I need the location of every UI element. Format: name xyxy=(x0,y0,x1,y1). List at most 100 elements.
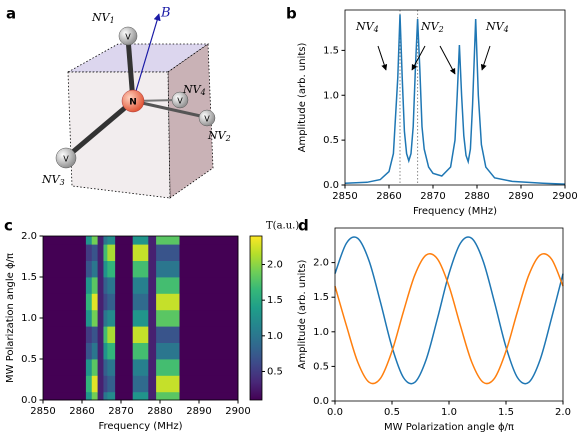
y-tick-label: 0.0 xyxy=(21,395,37,406)
heatmap-cell xyxy=(62,359,87,376)
heatmap-cell xyxy=(103,342,108,360)
heatmap-cell xyxy=(132,309,149,327)
y-tick-label: 0.0 xyxy=(323,180,339,191)
heatmap-cell xyxy=(85,375,93,393)
panel: 0.0 0.5 1.0 1.5 2.0 0.0 0.5 1.0 1.5 2.0 MW Polariz… xyxy=(297,227,571,433)
annotation-arrow xyxy=(480,45,491,71)
y-tick-label: 0.0 xyxy=(313,396,329,407)
heatmap-cell xyxy=(43,244,63,261)
heatmap-cell xyxy=(91,359,98,376)
heatmap-cell xyxy=(43,391,63,401)
x-tick-label: 0.0 xyxy=(327,407,343,418)
heatmap-cell xyxy=(132,375,149,393)
heatmap-cell xyxy=(103,244,108,261)
x-tick-label: 0.5 xyxy=(384,407,400,418)
annotation-sub: 4 xyxy=(503,25,509,34)
heatmap-cell xyxy=(179,359,239,376)
heatmap-cell xyxy=(43,375,63,393)
annotation-arrow xyxy=(411,45,426,71)
nv-sub: 4 xyxy=(200,88,206,97)
x-tick-label: 2890 xyxy=(186,406,211,417)
heatmap-cell xyxy=(132,359,149,376)
heatmap-cell xyxy=(91,236,98,245)
heatmap-cell xyxy=(107,309,116,327)
heatmap-cell xyxy=(97,260,104,278)
nv-label: NV4 xyxy=(182,83,206,97)
y-tick-label: 1.0 xyxy=(323,90,339,101)
heatmap-cell xyxy=(156,326,180,343)
field-label: B xyxy=(160,6,171,21)
heatmap-cell xyxy=(97,391,104,401)
heatmap-cell xyxy=(148,391,157,401)
panel-a-diagram: V V V V N B NV1 NV4 NV2 NV3 xyxy=(41,6,231,199)
nv-sub: 3 xyxy=(60,178,65,187)
heatmap-cell xyxy=(132,326,149,343)
y-tick-label: 1.0 xyxy=(21,313,37,324)
heatmap-cell xyxy=(156,309,180,327)
x-axis-label: MW Polarization angle ϕ/π xyxy=(384,422,514,433)
x-axis-label: Frequency (MHz) xyxy=(98,421,182,432)
heatmap-cell xyxy=(85,244,93,261)
heatmap-cell xyxy=(115,391,134,401)
x-tick-label: 2.0 xyxy=(555,407,571,418)
heatmap-cell xyxy=(91,391,98,401)
heatmap-cell xyxy=(107,244,116,261)
heatmap-cell xyxy=(179,375,239,393)
panel-label: c xyxy=(4,217,13,235)
series-line xyxy=(344,14,566,185)
annotation: NV4 xyxy=(485,20,509,34)
plot-frame xyxy=(334,227,564,402)
panel-label: b xyxy=(286,5,297,23)
heatmap-cell xyxy=(156,244,180,261)
x-tick-label: 1.0 xyxy=(441,407,457,418)
colorbar-title: T(a.u.) xyxy=(266,221,299,232)
heatmap-cell xyxy=(91,326,98,343)
y-axis-label: Amplitude (arb. units) xyxy=(297,260,308,370)
heatmap-cell xyxy=(103,326,108,343)
heatmap-cell xyxy=(91,309,98,327)
nv-label: NV3 xyxy=(41,173,65,187)
y-axis-label: Amplitude (arb. units) xyxy=(297,43,308,153)
x-tick-label: 2860 xyxy=(69,406,94,417)
heatmap-cell xyxy=(115,342,134,360)
heatmap-cell xyxy=(179,244,239,261)
vacancy-label: V xyxy=(204,115,210,124)
heatmap-cell xyxy=(132,391,149,401)
heatmap-cell xyxy=(103,236,108,245)
heatmap-cell xyxy=(97,309,104,327)
heatmap-cell xyxy=(156,260,180,278)
heatmap-cell xyxy=(148,326,157,343)
heatmap-cell xyxy=(156,391,180,401)
heatmap-cell xyxy=(115,309,134,327)
x-tick-label: 2860 xyxy=(376,191,401,202)
x-tick-label: 2870 xyxy=(420,191,445,202)
nitrogen xyxy=(121,89,145,113)
heatmap-cell xyxy=(156,236,180,245)
heatmap-cell xyxy=(103,293,108,311)
nv-base: NV xyxy=(207,129,227,142)
y-tick-label: 1.5 xyxy=(313,292,329,303)
heatmap-cell xyxy=(91,260,98,278)
heatmap-cell xyxy=(179,309,239,327)
x-tick-label: 2900 xyxy=(552,191,577,202)
panel-label: d xyxy=(298,217,309,235)
heatmap-cell xyxy=(43,293,63,311)
vacancy xyxy=(55,147,77,169)
heatmap-cell xyxy=(85,309,93,327)
heatmap-cell xyxy=(156,342,180,360)
series-line xyxy=(334,253,564,385)
y-tick-label: 0.5 xyxy=(323,135,339,146)
heatmap-cell xyxy=(148,293,157,311)
heatmap-cell xyxy=(97,277,104,294)
heatmap-cell xyxy=(179,277,239,294)
nv-base: NV xyxy=(182,83,202,96)
heatmap-cell xyxy=(85,326,93,343)
annotation: NV2 xyxy=(420,20,444,34)
nv-base: NV xyxy=(91,11,111,24)
annotation-base: NV xyxy=(355,20,375,33)
heatmap-cell xyxy=(107,359,116,376)
heatmap-cell xyxy=(43,260,63,278)
heatmap-cell xyxy=(107,260,116,278)
heatmap-cell xyxy=(103,309,108,327)
heatmap-cell xyxy=(43,359,63,376)
